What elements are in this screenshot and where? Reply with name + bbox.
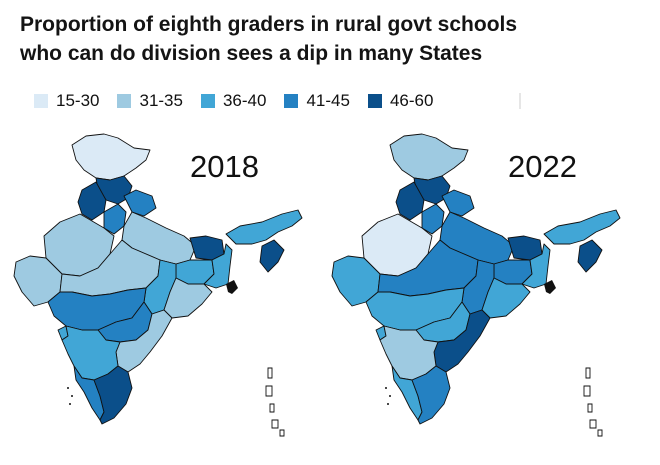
region-uk [123, 189, 157, 217]
map-2022 [331, 133, 621, 437]
legend-swatch [117, 94, 132, 108]
region-mzr [259, 239, 285, 273]
legend-label: 46-60 [389, 91, 434, 110]
region-pb [395, 181, 425, 221]
region-jk [71, 133, 151, 181]
legend-divider [519, 93, 521, 109]
region-pb [77, 181, 107, 221]
title-line-1: Proportion of eighth graders in rural go… [20, 13, 518, 36]
legend-label: 31-35 [139, 91, 183, 110]
legend-item-46-60: 46-60 [367, 91, 434, 111]
region-uk [441, 189, 475, 217]
legend-item-36-40: 36-40 [200, 91, 267, 111]
region-islands [265, 367, 285, 437]
legend-item-31-35: 31-35 [117, 91, 183, 111]
legend-item-41-45: 41-45 [284, 91, 350, 111]
legend-label: 36-40 [222, 91, 267, 110]
chart-title: Proportion of eighth graders in rural go… [20, 10, 640, 68]
legend-swatch [284, 94, 299, 108]
legend-swatch [34, 94, 48, 108]
region-jk [389, 133, 469, 181]
region-delta [544, 280, 556, 294]
map-2018 [13, 133, 303, 437]
region-mzr [577, 239, 603, 273]
year-label-2018: 2018 [190, 149, 259, 184]
region-ne [543, 209, 621, 245]
legend-swatch [200, 94, 215, 108]
region-lakshadweep [385, 387, 391, 405]
region-tn [93, 365, 133, 425]
region-hr [103, 203, 127, 235]
legend-swatch [367, 94, 382, 108]
legend-label: 15-30 [56, 91, 100, 110]
region-ne [225, 209, 303, 245]
region-lakshadweep [67, 387, 73, 405]
region-islands [583, 367, 603, 437]
legend-label: 41-45 [306, 91, 350, 110]
region-wb [203, 243, 233, 289]
region-delta [226, 280, 238, 294]
year-label-2022: 2022 [508, 149, 577, 184]
legend-item-15-30: 15-30 [34, 91, 99, 111]
region-hr [421, 203, 445, 235]
region-wb [521, 243, 551, 289]
title-line-2: who can do division sees a dip in many S… [20, 42, 483, 65]
region-tn [411, 365, 451, 425]
legend: 15-30 31-35 36-40 41-45 46-60 [34, 91, 451, 111]
